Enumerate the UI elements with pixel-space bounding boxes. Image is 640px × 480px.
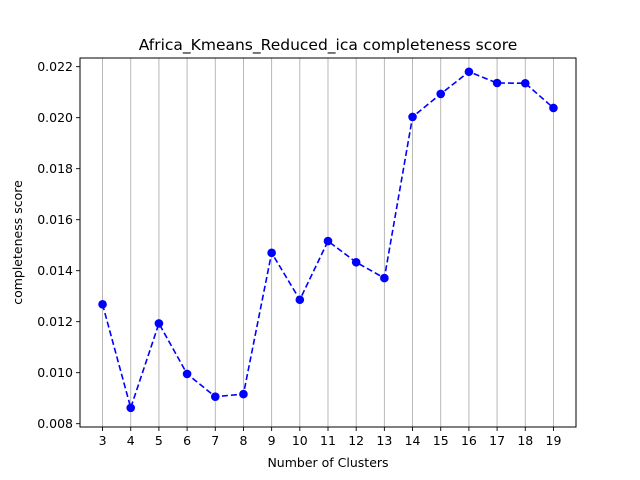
x-tick-label: 19 xyxy=(546,433,562,448)
y-tick-label: 0.020 xyxy=(37,110,73,125)
x-axis-ticks: 3 4 5 6 7 8 9 10 11 12 13 14 15 16 17 18 19 xyxy=(99,427,562,448)
x-tick-label: 18 xyxy=(517,433,533,448)
data-point xyxy=(436,89,446,99)
x-tick-label: 17 xyxy=(489,433,505,448)
y-tick-label: 0.018 xyxy=(37,161,73,176)
y-tick-label: 0.008 xyxy=(37,416,73,431)
data-point xyxy=(182,369,192,379)
data-point xyxy=(520,78,530,88)
x-axis-label: Number of Clusters xyxy=(267,455,388,470)
data-point xyxy=(210,392,220,401)
data-point xyxy=(380,273,389,283)
data-point xyxy=(295,295,305,305)
x-tick-label: 10 xyxy=(292,433,308,448)
data-point xyxy=(351,257,361,267)
x-tick-label: 9 xyxy=(268,433,276,448)
data-point xyxy=(492,78,502,88)
data-point xyxy=(464,67,474,77)
data-point xyxy=(98,300,107,309)
y-tick-label: 0.012 xyxy=(37,314,73,329)
x-tick-label: 11 xyxy=(320,433,336,448)
data-point xyxy=(408,112,417,122)
data-point xyxy=(323,236,333,246)
y-tick-label: 0.010 xyxy=(37,365,73,380)
data-point xyxy=(239,389,248,399)
x-tick-label: 12 xyxy=(348,433,364,448)
y-tick-label: 0.022 xyxy=(37,59,73,74)
x-tick-label: 5 xyxy=(155,433,163,448)
series-line xyxy=(101,70,554,411)
y-tick-label: 0.014 xyxy=(37,263,73,278)
x-tick-label: 6 xyxy=(183,433,191,448)
y-axis-ticks: 0.008 0.010 0.012 0.014 0.016 0.018 0.020 0.022 xyxy=(37,59,80,431)
y-tick-label: 0.016 xyxy=(37,212,73,227)
data-point xyxy=(549,103,558,113)
x-tick-label: 8 xyxy=(239,433,247,448)
data-point xyxy=(126,403,136,413)
x-tick-label: 13 xyxy=(376,433,392,448)
x-tick-label: 7 xyxy=(211,433,219,448)
x-tick-label: 15 xyxy=(433,433,449,448)
data-point xyxy=(154,319,164,328)
data-point xyxy=(267,248,276,258)
x-tick-label: 4 xyxy=(127,433,135,448)
data-series xyxy=(98,67,558,413)
x-tick-label: 16 xyxy=(461,433,477,448)
x-tick-label: 14 xyxy=(405,433,421,448)
y-axis-label: completeness score xyxy=(10,180,25,305)
chart-title: Africa_Kmeans_Reduced_ica completeness s… xyxy=(139,36,518,55)
x-tick-label: 3 xyxy=(99,433,107,448)
